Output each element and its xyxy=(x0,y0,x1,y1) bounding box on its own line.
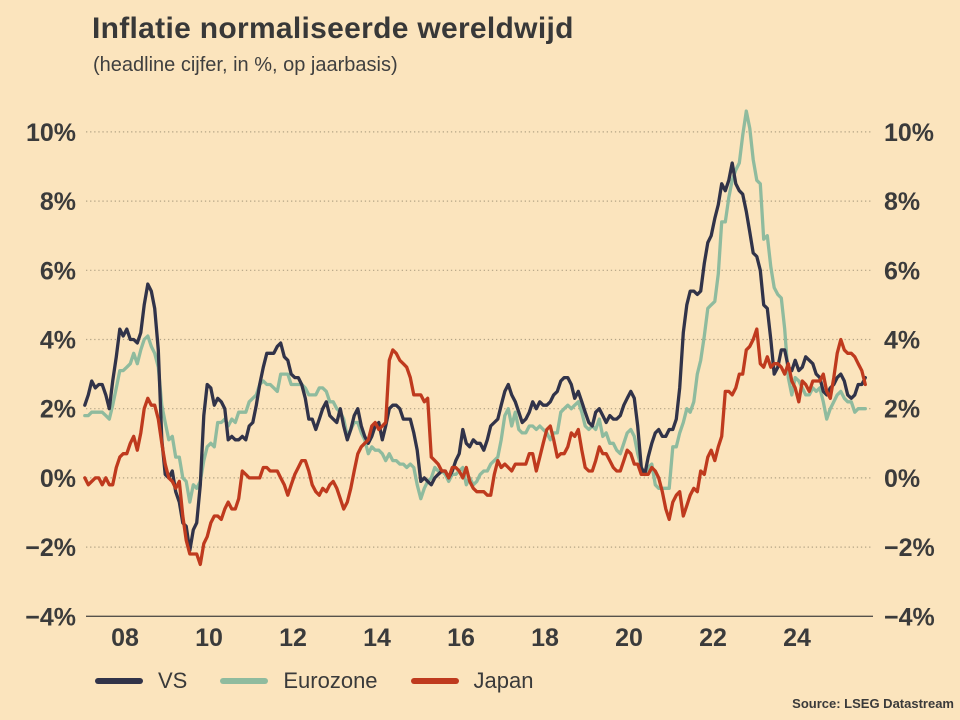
x-axis-label: 08 xyxy=(111,624,139,652)
legend: VS Eurozone Japan xyxy=(95,663,567,699)
legend-item-vs: VS xyxy=(95,668,187,694)
series-line-vs xyxy=(83,161,867,553)
y-axis-label-left: 2% xyxy=(40,396,76,424)
y-axis-label-left: 0% xyxy=(40,465,76,493)
chart-subtitle: (headline cijfer, in %, op jaarbasis) xyxy=(93,54,398,76)
y-axis-label-left: −4% xyxy=(25,603,76,631)
x-axis-label: 10 xyxy=(195,624,223,652)
legend-label-vs: VS xyxy=(158,668,188,693)
legend-label-eurozone: Eurozone xyxy=(283,668,378,693)
legend-label-japan: Japan xyxy=(473,668,534,693)
y-axis-label-right: 10% xyxy=(884,119,934,147)
x-axis-label: 12 xyxy=(279,624,307,652)
legend-item-japan: Japan xyxy=(410,668,534,694)
x-axis-label: 20 xyxy=(615,624,643,652)
y-axis-label-left: 8% xyxy=(40,188,76,216)
y-axis-label-right: 2% xyxy=(884,396,920,424)
y-axis-label-right: −2% xyxy=(884,534,935,562)
y-axis-label-right: 8% xyxy=(884,188,920,216)
x-axis-label: 16 xyxy=(447,624,475,652)
x-axis-label: 18 xyxy=(531,624,559,652)
y-axis-label-left: 6% xyxy=(40,257,76,285)
x-axis-label: 14 xyxy=(363,624,391,652)
y-axis-label-right: −4% xyxy=(884,603,935,631)
y-axis-label-left: 10% xyxy=(26,119,76,147)
x-axis-label: 24 xyxy=(783,624,811,652)
legend-swatch-japan xyxy=(410,678,459,684)
y-axis-label-right: 0% xyxy=(884,465,920,493)
legend-swatch-eurozone xyxy=(220,678,269,684)
y-axis-label-right: 4% xyxy=(884,327,920,355)
source-credit: Source: LSEG Datastream xyxy=(792,696,954,711)
y-axis-label-left: 4% xyxy=(40,327,76,355)
series-line-japan xyxy=(83,327,867,567)
legend-item-eurozone: Eurozone xyxy=(220,668,378,694)
chart-title: Inflatie normaliseerde wereldwijd xyxy=(92,12,574,45)
y-axis-label-left: −2% xyxy=(25,534,76,562)
legend-swatch-vs xyxy=(95,678,143,684)
x-axis-label: 22 xyxy=(699,624,727,652)
y-axis-label-right: 6% xyxy=(884,257,920,285)
